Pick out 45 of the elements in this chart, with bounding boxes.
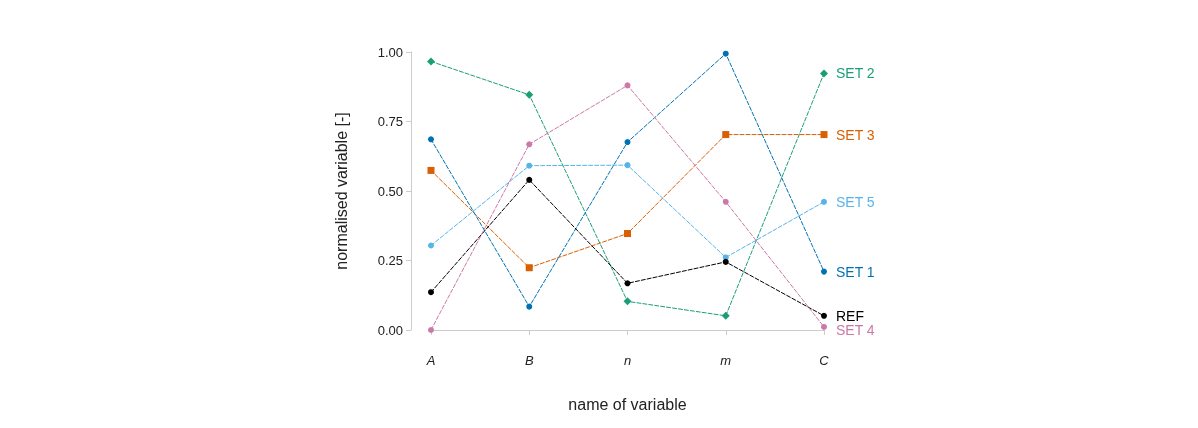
- y-axis-title: normalised variable [-]: [332, 112, 350, 270]
- point: [821, 268, 827, 275]
- point: [427, 166, 435, 174]
- point: [428, 289, 434, 296]
- point: [526, 162, 533, 169]
- y-tick-label: 0.50: [377, 183, 403, 199]
- x-tick-label: n: [623, 353, 632, 368]
- point: [526, 176, 533, 183]
- y-tick-label: 0.75: [377, 114, 403, 129]
- x-tick-label: m: [720, 353, 732, 368]
- point: [427, 57, 435, 66]
- x-axis-title: name of variable: [568, 395, 687, 413]
- point: [526, 141, 533, 148]
- series-label: SET 3: [836, 126, 875, 143]
- point: [821, 323, 827, 330]
- point: [820, 131, 828, 139]
- y-tick-label: 1.00: [377, 44, 403, 60]
- x-tick-label: B: [524, 353, 534, 368]
- x-tick-label: C: [819, 353, 830, 368]
- point: [525, 264, 533, 272]
- series-label: SET 1: [836, 263, 875, 280]
- point: [722, 131, 730, 139]
- point: [428, 242, 434, 249]
- series-label: SET 2: [836, 65, 875, 82]
- series-label: REF: [836, 307, 864, 324]
- point: [721, 311, 730, 320]
- point: [722, 50, 729, 57]
- point: [525, 90, 534, 99]
- point: [428, 136, 434, 143]
- point: [526, 303, 533, 310]
- point: [722, 258, 729, 265]
- y-tick-label: 0.00: [377, 322, 403, 338]
- point: [820, 69, 828, 78]
- x-tick-label: A: [425, 353, 436, 368]
- series-label: SET 5: [836, 193, 875, 210]
- point: [821, 198, 827, 205]
- point: [821, 312, 827, 319]
- point: [722, 198, 729, 205]
- point: [624, 280, 631, 287]
- point: [624, 230, 631, 238]
- y-tick-label: 0.25: [377, 253, 403, 268]
- series-label: SET 4: [836, 321, 875, 338]
- point: [624, 162, 631, 169]
- point: [624, 139, 631, 146]
- point: [623, 297, 632, 306]
